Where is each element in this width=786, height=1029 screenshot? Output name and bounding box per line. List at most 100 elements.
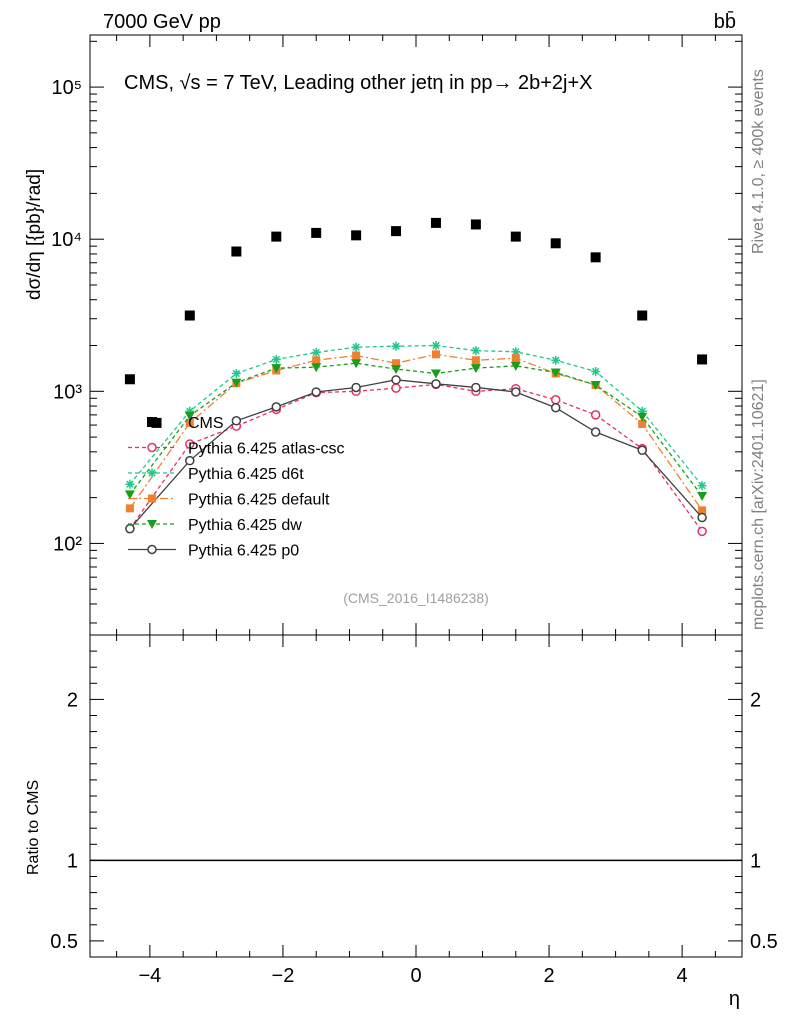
x-axis-label: η bbox=[729, 988, 740, 1010]
x-tick-label: −4 bbox=[138, 965, 161, 987]
data-point-pythia-6-425-p0 bbox=[125, 523, 135, 534]
header-process-label: bb̄ bbox=[714, 10, 736, 33]
data-point-pythia-6-425-atlas-csc bbox=[550, 395, 561, 405]
series-layer bbox=[124, 217, 708, 537]
legend-marker bbox=[147, 417, 157, 427]
data-point-pythia-6-425-dw bbox=[391, 365, 402, 375]
legend-item-pythia-6-425-default: Pythia 6.425 default bbox=[128, 492, 330, 509]
star-stroke bbox=[312, 348, 320, 357]
legend: CMS Pythia 6.425 atlas-csc Pythia 6.425 d6… bbox=[128, 415, 345, 560]
data-point-cms bbox=[184, 310, 195, 321]
star-stroke bbox=[392, 342, 400, 350]
data-point-pythia-6-425-p0 bbox=[391, 375, 401, 385]
data-point-pythia-6-425-dw bbox=[351, 359, 362, 369]
legend-label: Pythia 6.425 default bbox=[188, 492, 330, 509]
data-point-pythia-6-425-dw bbox=[124, 490, 135, 500]
ratio-y-tick-label: 1 bbox=[750, 850, 761, 872]
legend-label: Pythia 6.425 p0 bbox=[188, 543, 299, 560]
star-stroke bbox=[126, 480, 134, 488]
ratio-y-tick-label: 2 bbox=[67, 689, 78, 711]
data-point-cms bbox=[697, 354, 708, 365]
ratio-y-tick-label: 2 bbox=[750, 689, 761, 711]
data-point-pythia-6-425-p0 bbox=[471, 382, 481, 393]
data-point-pythia-6-425-d6t bbox=[471, 346, 481, 356]
x-tick-label: 4 bbox=[677, 965, 688, 987]
data-point-pythia-6-425-d6t bbox=[125, 479, 135, 489]
star-stroke bbox=[472, 346, 480, 355]
data-point-pythia-6-425-dw bbox=[697, 491, 708, 501]
legend-marker bbox=[147, 468, 157, 478]
data-point-pythia-6-425-default bbox=[638, 419, 647, 428]
star-stroke bbox=[552, 356, 560, 364]
series-pythia-6-425-dw bbox=[124, 359, 708, 501]
data-point-cms bbox=[430, 217, 441, 228]
data-point-pythia-6-425-default bbox=[392, 359, 401, 368]
data-point-cms bbox=[637, 310, 648, 321]
data-point-pythia-6-425-p0 bbox=[231, 416, 242, 426]
data-point-pythia-6-425-default bbox=[185, 418, 194, 427]
y-axis-label: dσ/dη [{pb}/rad] bbox=[24, 169, 45, 300]
data-point-cms bbox=[590, 252, 601, 263]
data-point-pythia-6-425-dw bbox=[311, 363, 322, 373]
series-line-pythia-6-425-dw bbox=[129, 362, 703, 497]
data-point-pythia-6-425-atlas-csc bbox=[590, 410, 601, 420]
legend-marker bbox=[147, 544, 157, 555]
series-pythia-6-425-p0 bbox=[125, 375, 707, 534]
legend-label: CMS bbox=[188, 415, 224, 432]
star-stroke bbox=[432, 341, 440, 350]
data-point-pythia-6-425-dw bbox=[637, 412, 648, 422]
star-stroke bbox=[272, 355, 280, 364]
legend-item-pythia-6-425-atlas-csc: Pythia 6.425 atlas-csc bbox=[128, 441, 345, 458]
analysis-watermark: (CMS_2016_I1486238) bbox=[343, 590, 489, 606]
data-point-pythia-6-425-default bbox=[431, 350, 440, 359]
data-point-pythia-6-425-default bbox=[352, 351, 361, 360]
data-point-cms bbox=[351, 230, 362, 241]
y-tick-label: 10⁴ bbox=[51, 229, 82, 251]
data-point-pythia-6-425-dw bbox=[470, 364, 481, 374]
x-tick-label: 0 bbox=[410, 965, 421, 987]
data-point-pythia-6-425-default bbox=[471, 356, 480, 365]
ratio-y-tick-label: 1 bbox=[67, 850, 78, 872]
series-line-pythia-6-425-d6t bbox=[129, 344, 703, 486]
ratio-y-tick-label: 0.5 bbox=[750, 931, 778, 953]
legend-item-cms: CMS bbox=[147, 415, 224, 432]
data-point-pythia-6-425-atlas-csc bbox=[391, 383, 401, 393]
ratio-panel: 0.5 0.5 1 1 2 2 −4 −2 0 2 4 Ratio to CMS η bbox=[25, 634, 778, 1010]
header-collision-label: 7000 GeV pp bbox=[103, 11, 221, 33]
data-point-cms bbox=[311, 227, 322, 238]
legend-item-pythia-6-425-d6t: Pythia 6.425 d6t bbox=[128, 466, 304, 483]
star-stroke bbox=[352, 343, 360, 351]
data-point-pythia-6-425-p0 bbox=[311, 387, 321, 397]
data-point-pythia-6-425-p0 bbox=[351, 382, 361, 393]
legend-label: Pythia 6.425 d6t bbox=[188, 466, 304, 483]
data-point-pythia-6-425-d6t bbox=[591, 366, 601, 376]
data-point-cms bbox=[550, 238, 561, 249]
data-point-pythia-6-425-d6t bbox=[311, 347, 321, 357]
data-point-pythia-6-425-d6t bbox=[391, 341, 401, 351]
data-point-pythia-6-425-atlas-csc bbox=[185, 439, 195, 449]
ratio-y-axis: 0.5 0.5 1 1 2 2 bbox=[50, 634, 778, 958]
data-point-cms bbox=[231, 246, 242, 257]
chart-title: CMS, √s = 7 TeV, Leading other jetη in p… bbox=[124, 72, 593, 94]
data-point-pythia-6-425-dw bbox=[271, 364, 282, 374]
star-stroke bbox=[148, 469, 156, 477]
legend-item-pythia-6-425-p0: Pythia 6.425 p0 bbox=[128, 543, 299, 560]
data-point-pythia-6-425-p0 bbox=[697, 512, 707, 523]
data-point-pythia-6-425-p0 bbox=[637, 445, 647, 455]
legend-marker bbox=[147, 442, 157, 453]
series-line-pythia-6-425-p0 bbox=[129, 379, 703, 530]
data-point-pythia-6-425-p0 bbox=[590, 427, 601, 437]
mcplots-reference-label: mcplots.cern.ch [arXiv:2401.10621] bbox=[750, 379, 767, 630]
star-stroke bbox=[591, 367, 600, 376]
star-stroke bbox=[512, 348, 520, 356]
data-point-cms bbox=[271, 231, 282, 242]
x-tick-label: −2 bbox=[272, 965, 295, 987]
legend-marker bbox=[147, 520, 157, 529]
data-point-pythia-6-425-dw bbox=[184, 411, 195, 421]
data-point-pythia-6-425-p0 bbox=[271, 402, 282, 412]
data-point-pythia-6-425-dw bbox=[590, 381, 601, 391]
star-stroke bbox=[698, 481, 706, 490]
data-point-pythia-6-425-default bbox=[698, 506, 707, 515]
main-panel: 10² 10³ 10⁴ 10⁵ CMS, √s = 7 TeV, Leading ot… bbox=[24, 34, 743, 636]
